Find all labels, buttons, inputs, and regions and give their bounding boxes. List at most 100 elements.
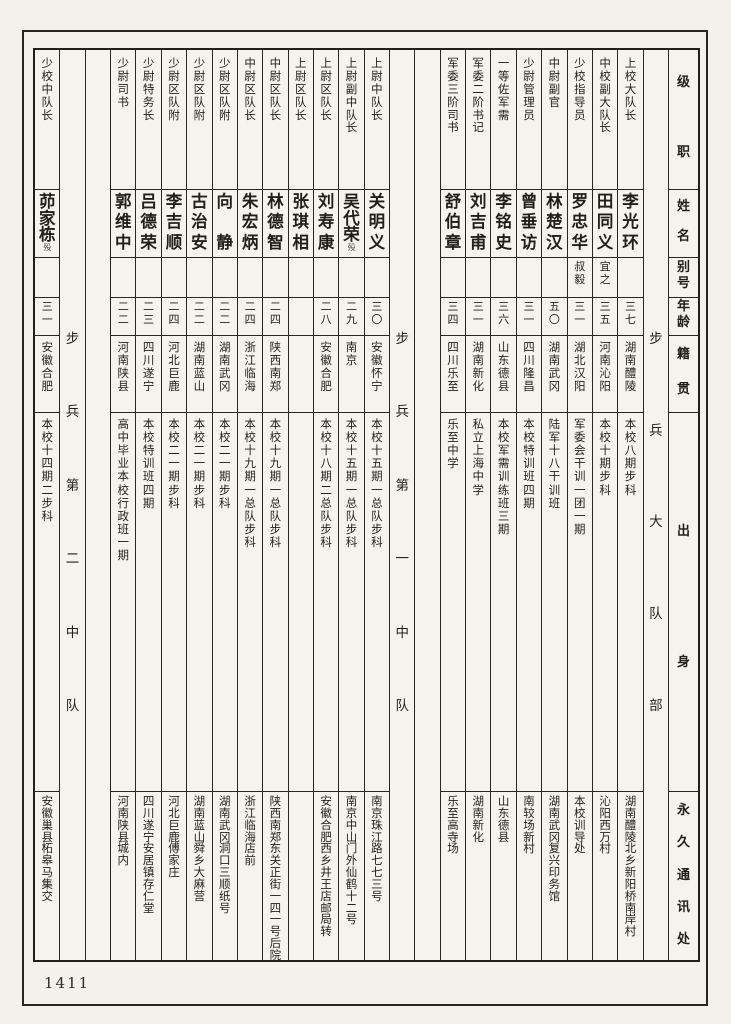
member-column: 中校副大队长田同义宜之三五河南沁阳本校十期步科沁阳西万村	[591, 50, 618, 960]
name-cell: 李光环	[618, 190, 643, 258]
member-column: 上尉区队长张琪相	[287, 50, 313, 960]
member-column: 少尉区队附李吉顺二四河北巨鹿本校二一期步科河北巨鹿傅家庄	[160, 50, 187, 960]
address-cell: 陕西南郑东关正街一四一号后院	[269, 794, 282, 960]
native-place-cell: 四川遂宁	[136, 336, 161, 413]
alias-cell	[161, 258, 187, 298]
native-place-cell: 四川乐至	[440, 336, 466, 413]
name-cell: 郭维中	[111, 190, 136, 258]
address-cell: 河南陕县城内	[117, 794, 130, 868]
alias-cell	[491, 258, 516, 298]
header-alias-label: 别号	[669, 258, 698, 298]
address-cell: 河北巨鹿傅家庄	[168, 794, 180, 880]
spacer-column	[414, 50, 439, 960]
alias-cell: 叔毅	[567, 258, 592, 298]
address-cell: 沁阳西万村	[599, 794, 611, 856]
rank-cell: 上尉区队长	[288, 50, 313, 190]
age-cell	[288, 298, 313, 336]
rank-cell: 上尉区队长	[313, 50, 339, 190]
age-cell: 二八	[313, 298, 339, 336]
origin-cell: 军委会干训一团一期	[567, 413, 592, 792]
native-place-cell	[288, 336, 313, 413]
rank-cell: 少校指导员	[567, 50, 592, 190]
native-place-cell: 湖北汉阳	[567, 336, 592, 413]
section-label-column: 步兵大队部	[642, 50, 668, 960]
member-column: 少尉特务长吕德荣二三四川遂宁本校特训班四期四川遂宁安居镇存仁堂	[135, 50, 161, 960]
member-column: 少校指导员罗忠华叔毅三一湖北汉阳军委会干训一团一期本校训导处	[566, 50, 592, 960]
member-column: 上尉区队长刘寿康二八安徽合肥本校十八期二总队步科安徽合肥西乡井王店邮局转	[312, 50, 339, 960]
address-cell: 安徽巢县柘皋马集交	[41, 794, 53, 903]
age-cell: 二四	[263, 298, 288, 336]
rank-cell: 军委二阶书记	[466, 50, 491, 190]
address-cell	[289, 792, 313, 960]
rank-cell: 少尉司书	[111, 50, 136, 190]
name-cell: 曾垂访	[516, 190, 542, 258]
rank-cell: 中尉区队长	[237, 50, 263, 190]
origin-cell: 本校二一期步科	[212, 413, 237, 792]
alias-cell	[339, 258, 364, 298]
page-frame	[22, 30, 708, 1006]
section-label-column: 步兵第一中队	[389, 50, 414, 960]
origin-cell: 乐至中学	[440, 413, 466, 792]
address-cell: 浙江临海店前	[244, 794, 256, 868]
address-cell: 四川遂宁安居镇存仁堂	[142, 794, 155, 915]
native-place-cell: 湖南蓝山	[187, 336, 212, 413]
alias-cell	[364, 258, 390, 298]
native-place-cell: 陕西南郑	[263, 336, 288, 413]
origin-cell: 本校二一期步科	[187, 413, 212, 792]
address-cell: 湖南武冈洞口三顺纸号	[218, 794, 231, 915]
header-origin-label: 出身	[669, 413, 698, 792]
address-cell: 安徽合肥西乡井王店邮局转	[320, 794, 332, 939]
age-cell: 二九	[339, 298, 364, 336]
age-cell: 三四	[440, 298, 466, 336]
alias-cell	[111, 258, 136, 298]
member-column: 军委二阶书记刘吉甫三一湖南新化私立上海中学湖南新化	[465, 50, 491, 960]
member-column: 少尉区队附古治安二二湖南蓝山本校二一期步科湖南蓝山舜乡大麻营	[186, 50, 212, 960]
age-cell: 二二	[212, 298, 237, 336]
age-cell: 二二	[111, 298, 136, 336]
header-column: 级职 姓名 别号 年龄 籍贯 出身 永久通讯处	[668, 50, 698, 960]
address-cell: 湖南蓝山舜乡大麻营	[193, 794, 206, 903]
origin-cell: 本校十四期二步科	[35, 413, 60, 792]
age-cell: 二三	[136, 298, 161, 336]
origin-cell: 本校十期步科	[592, 413, 618, 792]
age-cell: 三一	[516, 298, 542, 336]
address-cell: 本校训导处	[573, 794, 586, 856]
rank-cell: 少校中队长	[35, 50, 60, 190]
spacer-cell	[415, 50, 439, 960]
name-cell: 吕德荣	[136, 190, 161, 258]
section-label: 步兵第二中队	[65, 331, 80, 714]
rank-cell: 军委三阶司书	[440, 50, 466, 190]
header-native-place-label: 籍贯	[669, 336, 698, 413]
member-column: 少尉区队附向静二二湖南武冈本校二一期步科湖南武冈洞口三顺纸号	[211, 50, 237, 960]
member-column: 少尉管理员曾垂访三一四川隆昌本校特训班四期南较场新村	[515, 50, 542, 960]
age-cell: 三六	[491, 298, 516, 336]
name-cell: 林楚汉	[542, 190, 567, 258]
rank-cell: 中校副大队长	[592, 50, 618, 190]
header-name-label: 姓名	[669, 190, 698, 258]
native-place-cell: 浙江临海	[237, 336, 263, 413]
age-cell: 五〇	[542, 298, 567, 336]
member-column: 少校中队长茆家栋殁三一安徽合肥本校十四期二步科安徽巢县柘皋马集交	[35, 50, 60, 960]
header-address-label: 永久通讯处	[676, 803, 690, 948]
name-cell: 刘吉甫	[466, 190, 491, 258]
origin-cell: 本校特训班四期	[136, 413, 161, 792]
member-column: 中尉区队长朱宏炳二四浙江临海本校十九期一总队步科浙江临海店前	[236, 50, 263, 960]
name-cell: 李铭史	[491, 190, 516, 258]
alias-cell	[440, 258, 466, 298]
alias-cell	[237, 258, 263, 298]
deceased-mark: 殁	[347, 242, 356, 252]
section-label: 步兵第一中队	[395, 331, 409, 714]
rank-cell: 少尉区队附	[187, 50, 212, 190]
origin-cell: 陆军十八干训班	[542, 413, 567, 792]
name-cell: 茆家栋殁	[35, 190, 60, 258]
address-cell: 乐至高寺场	[447, 794, 459, 856]
origin-cell: 本校二一期步科	[161, 413, 187, 792]
native-place-cell: 安徽怀宁	[364, 336, 390, 413]
name-cell: 古治安	[187, 190, 212, 258]
rank-cell: 少尉管理员	[516, 50, 542, 190]
name-cell: 罗忠华	[567, 190, 592, 258]
spacer-cell	[86, 50, 110, 960]
member-column: 一等佐军需李铭史三六山东德县本校军需训练班三期山东德县	[490, 50, 516, 960]
native-place-cell: 湖南醴陵	[618, 336, 643, 413]
